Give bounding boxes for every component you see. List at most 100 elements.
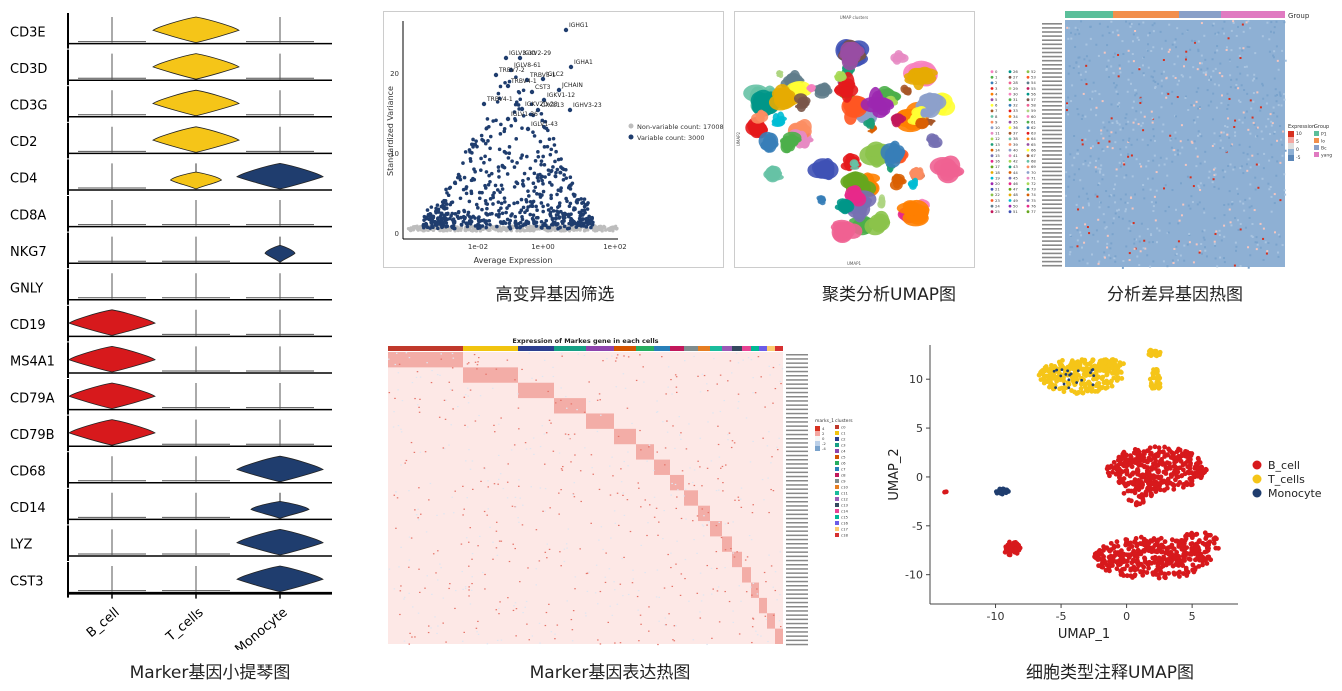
- deg-heatmap-cell: [1110, 117, 1113, 120]
- deg-heatmap-cell: [1121, 162, 1124, 165]
- mk-heatmap-cell: [408, 643, 411, 645]
- deg-heatmap-cell: [1233, 125, 1236, 128]
- mk-heatmap-cell: [469, 527, 472, 529]
- deg-row-label: [1042, 35, 1062, 37]
- deg-row-label: [1042, 219, 1062, 222]
- mk-heatmap-cell: [655, 507, 658, 509]
- umapt-point-bcell: [1160, 563, 1166, 569]
- umapt-point-bcell: [1169, 474, 1174, 479]
- deg-row-label: [1042, 31, 1062, 33]
- mk-row-label: [786, 551, 808, 553]
- deg-heatmap-cell: [1111, 121, 1114, 124]
- deg-heatmap-cell: [1104, 227, 1107, 230]
- hvg-point-variable: [561, 214, 566, 219]
- hvg-point-variable: [472, 177, 477, 182]
- umapc-legend-marker: [1026, 131, 1030, 135]
- umapt-point-bcell: [1143, 478, 1149, 484]
- mk-heatmap-cell: [461, 570, 463, 573]
- hvg-point-variable: [468, 215, 472, 219]
- deg-heatmap-cell: [1094, 159, 1097, 162]
- mk-heatmap-cell: [772, 614, 775, 616]
- umapc-cluster-blob: [865, 145, 884, 157]
- umapc-legend-marker: [1026, 204, 1030, 208]
- mk-heatmap-cell: [566, 407, 568, 409]
- mk-heatmap-cell: [462, 514, 464, 516]
- umapc-cluster-blob: [818, 195, 824, 203]
- hvg-point-variable: [495, 188, 500, 192]
- mk-heatmap-cell: [500, 639, 503, 641]
- mk-heatmap-cell: [751, 594, 753, 596]
- mk-heatmap-cell: [770, 462, 772, 464]
- hvg-labeled-point: [493, 72, 499, 78]
- deg-heatmap-cell: [1095, 139, 1098, 142]
- deg-heatmap-cell: [1098, 260, 1101, 263]
- umapt-point-bcell: [1142, 541, 1148, 547]
- hvg-point-variable: [461, 219, 466, 224]
- mk-heatmap-cell: [769, 374, 771, 376]
- mk-heatmap-cell: [480, 480, 482, 482]
- mk-heatmap-cell: [436, 514, 438, 516]
- deg-heatmap-cell: [1097, 183, 1100, 186]
- mk-heatmap-cell: [443, 513, 445, 515]
- umapt-point-bcell: [1193, 565, 1198, 571]
- mk-heatmap-cell: [739, 498, 742, 500]
- hvg-point-variable: [474, 202, 479, 207]
- mk-heatmap-cell: [703, 535, 705, 537]
- deg-heatmap-cell: [1247, 128, 1250, 131]
- umapc-legend-marker: [1008, 115, 1012, 118]
- deg-heatmap-cell: [1152, 135, 1155, 138]
- mk-heatmap-cell: [622, 373, 625, 375]
- hvg-point-variable: [479, 133, 484, 138]
- deg-heatmap-cell: [1089, 155, 1092, 158]
- umapc-legend-label: 77: [1031, 209, 1036, 214]
- deg-heatmap-cell: [1145, 165, 1148, 168]
- mk-heatmap-cell: [563, 560, 566, 563]
- deg-heatmap-cell: [1191, 141, 1194, 144]
- deg-heatmap-cell: [1124, 117, 1127, 120]
- mk-heatmap-cell: [561, 469, 564, 471]
- deg-heatmap-cell: [1068, 65, 1071, 68]
- mk-heatmap-cell: [479, 535, 481, 538]
- mk-heatmap-cell: [738, 585, 741, 587]
- umapt-point-bcell: [1121, 490, 1127, 496]
- hvg-labeled-point: [540, 76, 546, 82]
- deg-row-label: [1042, 68, 1062, 70]
- mk-heatmap-cell: [570, 403, 573, 405]
- hvg-point-variable: [533, 185, 538, 190]
- deg-heatmap-cell: [1247, 20, 1250, 23]
- umapt-point-tcell: [1099, 360, 1105, 366]
- deg-heatmap-cell: [1131, 40, 1134, 43]
- mk-marker-block: [751, 582, 759, 598]
- mk-heatmap-cell: [678, 416, 681, 418]
- umapc-legend-marker: [990, 115, 994, 118]
- mk-cluster-bar: [670, 346, 684, 351]
- mk-heatmap-cell: [583, 354, 586, 357]
- deg-heatmap-cell: [1143, 115, 1146, 118]
- hvg-point-variable: [469, 178, 474, 183]
- deg-heatmap-cell: [1125, 146, 1128, 149]
- deg-heatmap-cell: [1138, 162, 1141, 165]
- hvg-point-variable: [443, 199, 448, 203]
- mk-heatmap-cell: [439, 374, 441, 376]
- deg-heatmap-cell: [1134, 193, 1137, 196]
- hvg-point-variable: [541, 209, 545, 214]
- umapc-legend-marker: [1026, 81, 1030, 85]
- deg-heatmap-cell: [1099, 201, 1102, 204]
- hvg-point-variable: [483, 199, 488, 203]
- deg-heatmap-cell: [1101, 100, 1104, 103]
- deg-heatmap-cell: [1203, 229, 1206, 232]
- hvg-point-variable: [512, 110, 517, 114]
- umapc-legend-marker: [990, 98, 994, 102]
- deg-heatmap-cell: [1204, 249, 1207, 252]
- mk-heatmap-cell: [538, 560, 541, 562]
- hvg-point-variable: [556, 157, 561, 162]
- hvg-labeled-point: [525, 126, 531, 132]
- hvg-point-variable: [554, 170, 558, 175]
- umapt-point-tcell: [1147, 376, 1153, 382]
- deg-row-label: [1042, 191, 1062, 193]
- umapc-legend-marker: [990, 109, 994, 113]
- mk-heatmap-cell: [546, 543, 548, 545]
- umapt-point-bcell: [1156, 475, 1162, 480]
- mk-heatmap-cell: [471, 558, 473, 560]
- deg-heatmap-cell: [1103, 51, 1106, 54]
